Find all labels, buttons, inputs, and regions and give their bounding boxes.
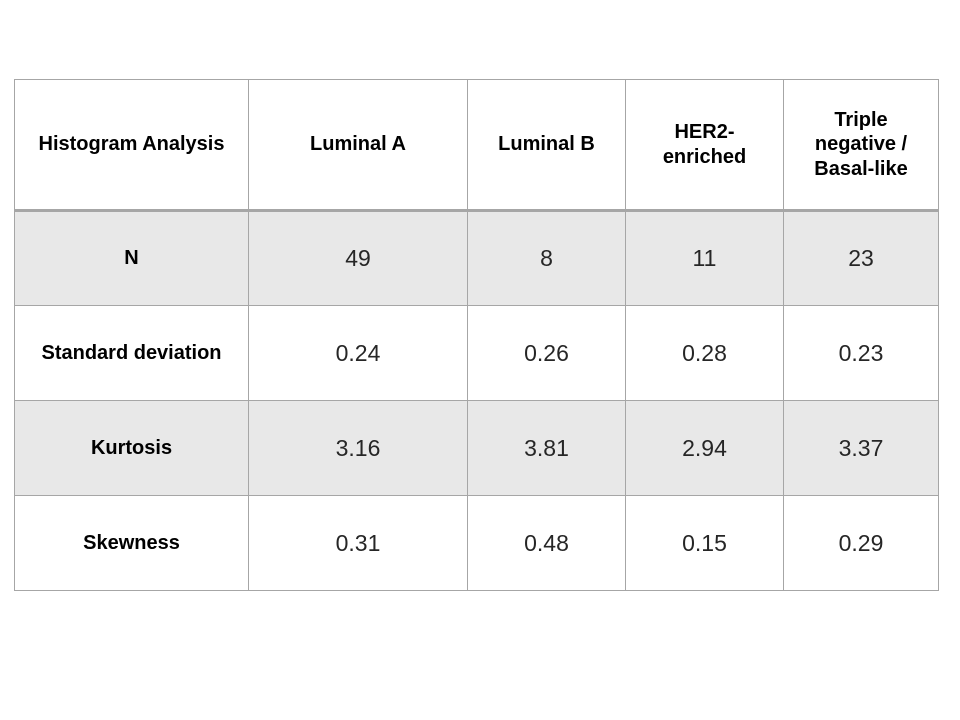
table-cell: 11 xyxy=(625,210,784,306)
row-label-standard-deviation: Standard deviation xyxy=(14,305,249,401)
table-cell: 2.94 xyxy=(625,400,784,496)
table-cell: 0.15 xyxy=(625,495,784,591)
table-cell: 49 xyxy=(248,210,468,306)
table-cell: 0.26 xyxy=(467,305,626,401)
column-header-luminal-b: Luminal B xyxy=(467,79,626,212)
table-cell: 0.29 xyxy=(783,495,939,591)
table-cell: 0.28 xyxy=(625,305,784,401)
row-label-kurtosis: Kurtosis xyxy=(14,400,249,496)
row-label-n: N xyxy=(14,210,249,306)
table-cell: 3.81 xyxy=(467,400,626,496)
table-row-kurtosis: Kurtosis 3.16 3.81 2.94 3.37 xyxy=(14,400,939,496)
table-cell: 0.24 xyxy=(248,305,468,401)
histogram-analysis-table: Histogram Analysis Luminal A Luminal B H… xyxy=(14,79,939,591)
table-cell: 0.31 xyxy=(248,495,468,591)
table-cell: 0.48 xyxy=(467,495,626,591)
table-row-skewness: Skewness 0.31 0.48 0.15 0.29 xyxy=(14,495,939,591)
table-cell: 3.16 xyxy=(248,400,468,496)
table-cell: 3.37 xyxy=(783,400,939,496)
column-header-her2-enriched: HER2-enriched xyxy=(625,79,784,212)
table-row-n: N 49 8 11 23 xyxy=(14,210,939,306)
header-row: Histogram Analysis Luminal A Luminal B H… xyxy=(14,79,939,212)
table-title-cell: Histogram Analysis xyxy=(14,79,249,212)
table-cell: 0.23 xyxy=(783,305,939,401)
column-header-triple-negative: Triple negative / Basal-like xyxy=(783,79,939,212)
table-cell: 8 xyxy=(467,210,626,306)
table-row-standard-deviation: Standard deviation 0.24 0.26 0.28 0.23 xyxy=(14,305,939,401)
table-cell: 23 xyxy=(783,210,939,306)
column-header-luminal-a: Luminal A xyxy=(248,79,468,212)
row-label-skewness: Skewness xyxy=(14,495,249,591)
